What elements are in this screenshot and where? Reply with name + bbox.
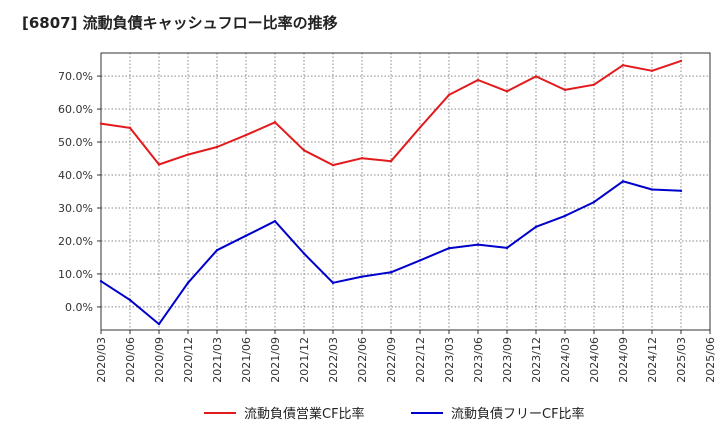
x-tick-label: 2022/03 <box>327 337 340 383</box>
y-tick-label: 60.0% <box>58 103 93 116</box>
legend-label-2: 流動負債フリーCF比率 <box>451 406 585 422</box>
grid <box>101 53 710 330</box>
data-point <box>157 322 161 326</box>
x-tick-label: 2021/12 <box>298 337 311 383</box>
x-tick-label: 2023/03 <box>443 337 456 383</box>
data-point <box>679 189 683 193</box>
data-point <box>505 90 509 93</box>
x-tick-label: 2023/09 <box>501 337 514 383</box>
data-point <box>331 281 335 285</box>
x-tick-label: 2020/03 <box>95 337 108 383</box>
y-axis: 0.0% 10.0% 20.0% 30.0% 40.0% 50.0% 60.0% 70.0% <box>58 70 101 314</box>
data-point <box>447 93 451 97</box>
x-tick-label: 2024/03 <box>559 337 572 383</box>
x-tick-label: 2021/03 <box>211 337 224 383</box>
x-tick-label: 2023/12 <box>530 337 543 383</box>
x-tick-label: 2021/09 <box>269 337 282 383</box>
x-tick-label: 2025/03 <box>675 337 688 383</box>
y-tick-label: 0.0% <box>65 301 93 314</box>
x-tick-label: 2024/09 <box>617 337 630 383</box>
x-tick-label: 2022/09 <box>385 337 398 383</box>
data-point <box>244 133 248 137</box>
data-point <box>244 234 248 237</box>
x-tick-label: 2022/06 <box>356 337 369 383</box>
x-tick-label: 2020/06 <box>124 337 137 383</box>
x-tick-label: 2024/06 <box>588 337 601 383</box>
y-tick-label: 10.0% <box>58 268 93 281</box>
data-point <box>621 64 625 67</box>
data-point <box>418 126 422 129</box>
data-point <box>650 188 654 191</box>
data-point <box>563 214 567 218</box>
data-point <box>273 219 277 223</box>
data-point <box>650 69 654 73</box>
x-tick-label: 2021/06 <box>240 337 253 383</box>
y-tick-label: 30.0% <box>58 202 93 215</box>
x-tick-label: 2022/12 <box>414 337 427 383</box>
data-point <box>418 259 422 262</box>
data-point <box>128 298 132 302</box>
x-axis: 2020/03 2020/06 2020/09 2020/12 2021/03 2021/… <box>95 330 717 383</box>
data-point <box>360 275 364 278</box>
data-point <box>186 153 190 156</box>
x-tick-label: 2023/06 <box>472 337 485 383</box>
data-point <box>273 121 277 124</box>
x-tick-label: 2020/09 <box>153 337 166 383</box>
legend-label-1: 流動負債営業CF比率 <box>244 406 365 422</box>
data-point <box>215 145 219 149</box>
data-point <box>99 279 103 283</box>
data-point <box>157 163 161 166</box>
data-point <box>302 149 306 152</box>
data-point <box>592 83 596 86</box>
data-point <box>302 252 306 255</box>
data-point <box>679 59 683 63</box>
data-point <box>534 225 538 228</box>
data-point <box>592 200 596 204</box>
data-point <box>215 248 219 252</box>
x-tick-label: 2025/06 <box>704 337 717 383</box>
data-point <box>476 78 480 82</box>
y-tick-label: 70.0% <box>58 70 93 83</box>
data-point <box>476 243 480 246</box>
data-point <box>389 159 393 163</box>
data-point <box>99 122 103 125</box>
x-tick-label: 2024/12 <box>646 337 659 383</box>
data-point <box>389 271 393 274</box>
series-group <box>99 59 683 326</box>
y-tick-label: 20.0% <box>58 235 93 248</box>
data-point <box>621 180 625 183</box>
y-tick-label: 40.0% <box>58 169 93 182</box>
data-point <box>505 246 509 250</box>
data-point <box>360 156 364 160</box>
data-point <box>128 126 132 130</box>
legend: 流動負債営業CF比率 流動負債フリーCF比率 <box>204 406 585 422</box>
data-point <box>563 88 567 92</box>
x-tick-label: 2020/12 <box>182 337 195 383</box>
plot-frame <box>100 52 711 331</box>
data-point <box>447 247 451 250</box>
data-point <box>534 75 538 78</box>
chart-title: [6807] 流動負債キャッシュフロー比率の推移 <box>22 14 338 32</box>
data-point <box>331 163 335 167</box>
y-tick-label: 50.0% <box>58 136 93 149</box>
data-point <box>186 281 190 285</box>
